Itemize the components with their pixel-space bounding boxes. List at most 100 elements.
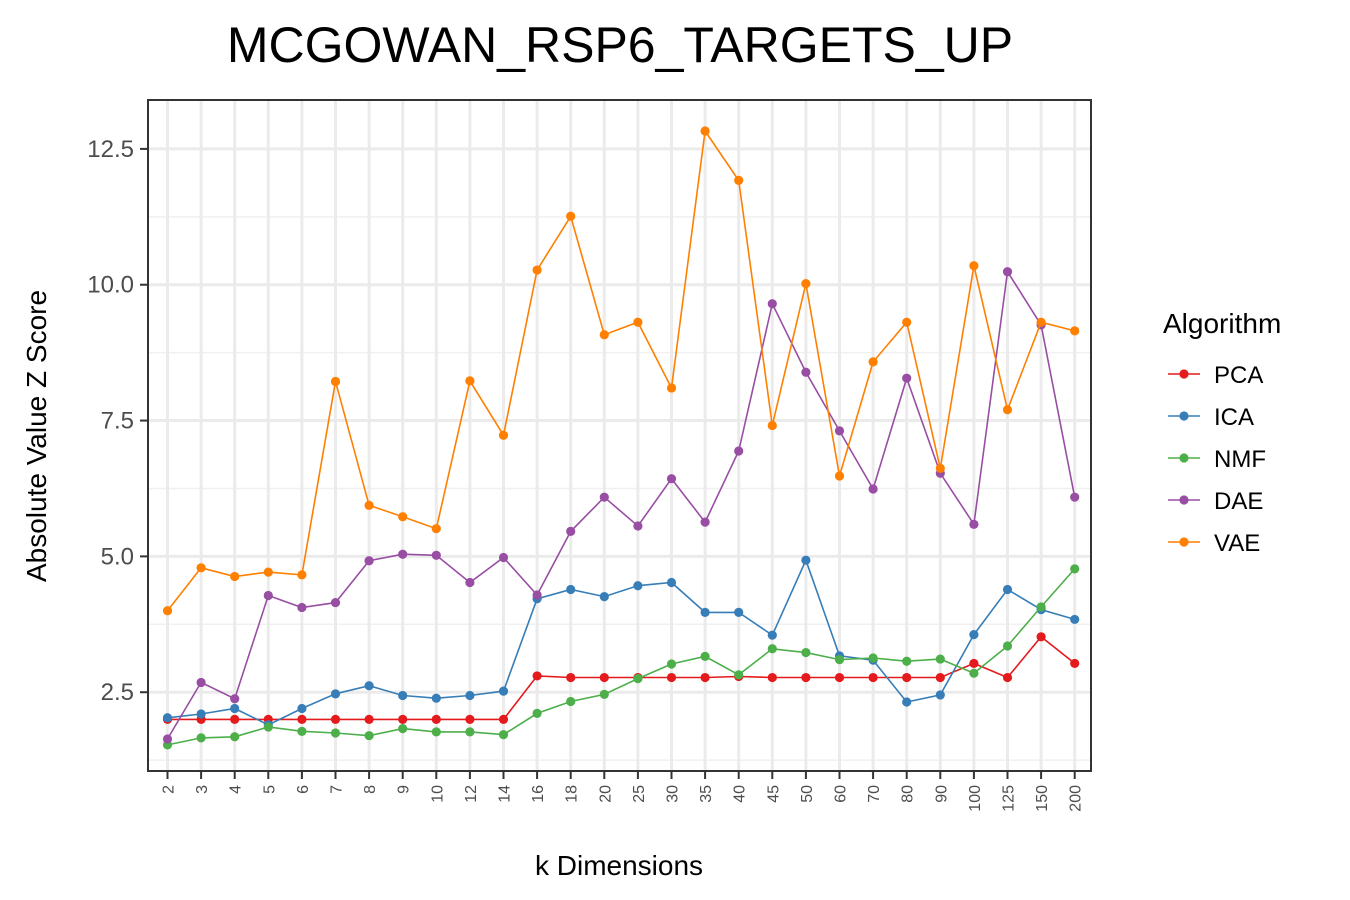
x-tick-label: 9: [396, 785, 413, 794]
data-point-pca: [330, 714, 341, 724]
data-point-nmf: [868, 653, 878, 663]
data-point-vae: [700, 126, 710, 136]
legend-label: NMF: [1214, 446, 1266, 473]
data-point-dae: [196, 677, 206, 688]
data-point-dae: [1070, 492, 1080, 502]
data-point-dae: [767, 299, 777, 309]
data-point-ica: [1070, 614, 1080, 625]
data-point-ica: [599, 591, 609, 602]
data-point-nmf: [196, 733, 206, 743]
data-point-nmf: [532, 708, 542, 719]
data-point-ica: [633, 581, 643, 591]
x-tick-label: 45: [765, 785, 782, 803]
data-point-nmf: [801, 647, 811, 658]
data-point-pca: [431, 714, 441, 724]
data-point-vae: [969, 261, 979, 271]
legend-key-point: [1179, 369, 1189, 379]
x-tick-label: 18: [564, 785, 581, 803]
series-nmf: [162, 564, 1080, 750]
data-point-vae: [398, 512, 408, 522]
data-point-dae: [498, 552, 509, 563]
data-point-ica: [801, 555, 811, 565]
x-tick-label: 30: [665, 785, 682, 803]
data-point-nmf: [834, 655, 845, 665]
data-point-vae: [935, 463, 945, 473]
data-point-ica: [666, 577, 677, 588]
legend-label: VAE: [1214, 530, 1260, 557]
x-tick-label: 4: [228, 785, 245, 794]
x-tick-label: 80: [900, 785, 917, 803]
y-tick-label: 12.5: [87, 136, 134, 163]
x-tick-label: 7: [329, 785, 346, 794]
y-axis-title: Absolute Value Z Score: [21, 290, 52, 582]
data-point-dae: [599, 492, 609, 502]
data-point-vae: [465, 376, 475, 386]
data-point-ica: [297, 703, 307, 714]
x-tick-label: 50: [799, 785, 816, 803]
data-point-nmf: [1070, 564, 1080, 574]
series-layer: [162, 126, 1080, 750]
data-point-vae: [532, 265, 542, 275]
x-tick-label: 90: [933, 785, 950, 803]
grid-minor: [148, 216, 1091, 761]
data-point-dae: [566, 526, 576, 536]
data-point-nmf: [1002, 641, 1013, 651]
data-point-ica: [734, 607, 744, 617]
data-point-pca: [834, 672, 845, 683]
data-point-vae: [230, 571, 240, 582]
x-tick-label: 200: [1068, 785, 1085, 812]
y-tick-label: 5.0: [101, 543, 134, 570]
data-point-pca: [297, 714, 307, 724]
data-point-nmf: [969, 668, 979, 678]
data-point-vae: [801, 279, 811, 289]
data-point-pca: [532, 671, 542, 681]
data-point-dae: [834, 426, 845, 436]
series-dae: [162, 267, 1080, 744]
x-tick-label: 20: [597, 785, 614, 803]
data-point-dae: [734, 446, 744, 456]
data-point-vae: [834, 471, 845, 481]
data-point-vae: [196, 563, 206, 573]
data-point-pca: [969, 658, 979, 669]
legend-key-point: [1179, 537, 1189, 547]
data-point-pca: [599, 672, 609, 683]
data-point-vae: [431, 524, 441, 534]
data-point-dae: [230, 694, 240, 704]
data-point-nmf: [599, 689, 609, 699]
x-tick-label: 12: [463, 785, 480, 803]
data-point-nmf: [633, 674, 643, 684]
data-point-vae: [364, 500, 374, 510]
series-vae: [162, 126, 1080, 616]
data-point-pca: [666, 672, 677, 683]
data-point-ica: [969, 630, 979, 640]
series-line-ica: [167, 558, 1075, 726]
y-tick-label: 10.0: [87, 272, 134, 299]
data-point-nmf: [230, 732, 240, 742]
data-point-dae: [666, 474, 677, 484]
legend-item-pca: PCA: [1168, 362, 1263, 389]
x-tick-label: 3: [194, 785, 211, 794]
data-point-ica: [364, 681, 374, 691]
x-tick-label: 16: [530, 785, 547, 803]
panel-background: [148, 100, 1091, 771]
x-tick-label: 100: [967, 785, 984, 812]
data-point-nmf: [263, 722, 273, 732]
data-point-vae: [297, 570, 307, 580]
series-line-pca: [167, 635, 1076, 721]
legend-label: PCA: [1214, 362, 1263, 389]
series-line-dae: [166, 269, 1076, 740]
data-point-pca: [1002, 672, 1013, 683]
data-point-pca: [868, 672, 878, 683]
data-point-nmf: [330, 728, 341, 738]
data-point-ica: [700, 607, 710, 617]
data-point-dae: [801, 367, 811, 377]
data-point-vae: [1002, 405, 1013, 415]
data-point-ica: [398, 690, 408, 701]
y-tick-label: 2.5: [101, 679, 134, 706]
data-point-vae: [1070, 326, 1080, 336]
x-tick-label: 70: [866, 785, 883, 803]
data-point-pca: [935, 672, 945, 683]
panel-border: [147, 99, 1092, 772]
data-point-pca: [801, 672, 811, 683]
data-point-pca: [465, 714, 475, 724]
